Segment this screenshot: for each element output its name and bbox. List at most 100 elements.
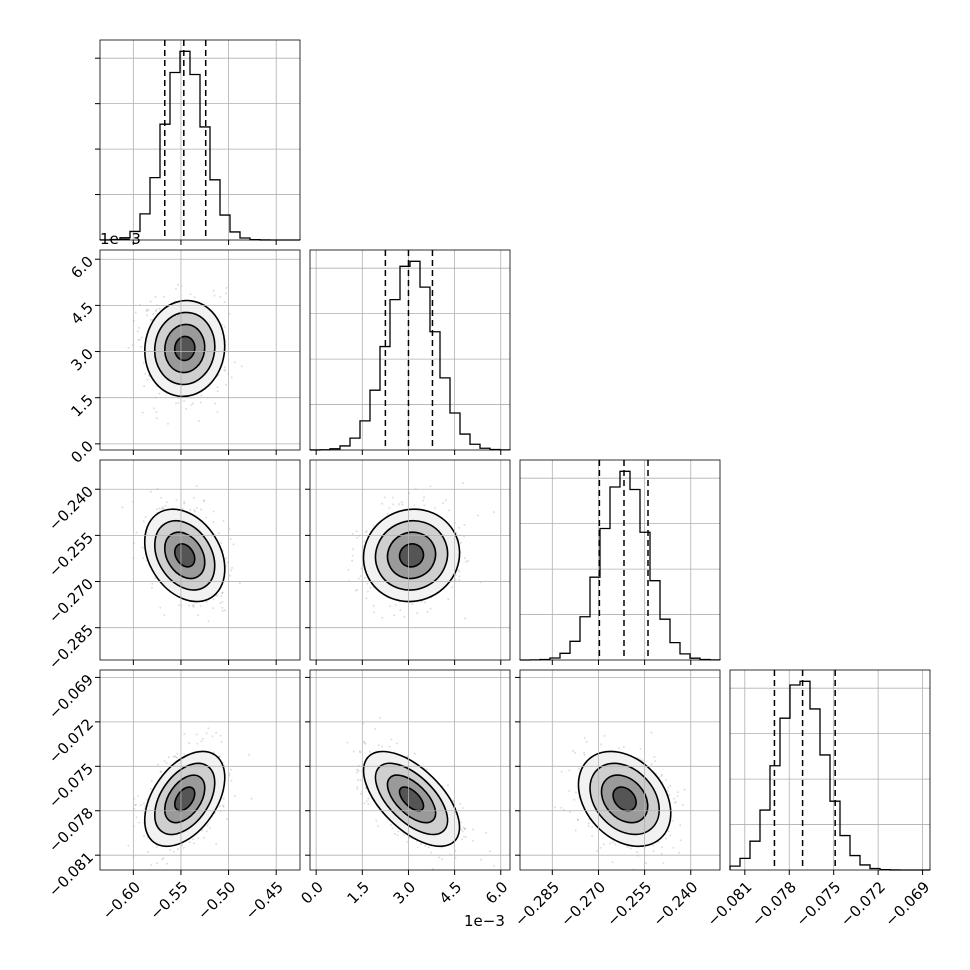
panel-grid-2 bbox=[520, 460, 720, 660]
scatter-point bbox=[472, 839, 474, 842]
panel-1-1 bbox=[309, 249, 511, 455]
scatter-point bbox=[587, 822, 590, 825]
scatter-point bbox=[368, 750, 371, 753]
scatter-point bbox=[205, 732, 208, 735]
scatter-point bbox=[423, 504, 426, 507]
scatter-point bbox=[660, 852, 663, 855]
scatter-point bbox=[406, 755, 409, 758]
scatter-point bbox=[673, 801, 676, 804]
scatter-point bbox=[661, 773, 664, 776]
scatter-point bbox=[360, 792, 362, 795]
scatter-point bbox=[666, 789, 669, 792]
scatter-point bbox=[356, 588, 359, 591]
scatter-point bbox=[356, 771, 359, 774]
panel-frame bbox=[99, 249, 301, 451]
scatter-point bbox=[359, 751, 362, 754]
scatter-point bbox=[460, 828, 463, 831]
scatter-point bbox=[425, 768, 428, 771]
panel-frame bbox=[99, 39, 301, 241]
panel-2-1 bbox=[305, 459, 511, 665]
scatter-point bbox=[669, 834, 672, 837]
scatter-point bbox=[183, 502, 186, 505]
scatter-point bbox=[591, 826, 594, 829]
panel-frame bbox=[519, 669, 721, 871]
scatter-point bbox=[199, 401, 202, 404]
scatter-point bbox=[141, 336, 143, 339]
scatter-point bbox=[397, 830, 400, 833]
x-tick-label-3-1: −0.078 bbox=[748, 878, 800, 930]
scatter-point bbox=[188, 742, 191, 745]
scatter-point bbox=[223, 368, 226, 371]
scatter-point bbox=[224, 557, 227, 560]
scatter-point bbox=[147, 374, 150, 377]
scatter-point bbox=[671, 819, 674, 822]
scatter-point bbox=[660, 846, 663, 849]
scatter-point bbox=[587, 825, 590, 828]
scatter-point bbox=[376, 825, 379, 828]
scatter-point bbox=[150, 586, 153, 589]
panel-body-2-0 bbox=[100, 460, 300, 660]
scatter-point bbox=[603, 734, 606, 737]
scatter-point bbox=[347, 568, 350, 571]
scatter-point bbox=[357, 778, 359, 781]
scatter-point bbox=[216, 594, 219, 597]
scatter-point bbox=[386, 513, 389, 515]
y-tick-label-1-3: 4.5 bbox=[67, 299, 97, 329]
scatter-point bbox=[362, 722, 365, 725]
scatter-point bbox=[218, 805, 221, 808]
scatter-point bbox=[676, 791, 679, 794]
scatter-point bbox=[220, 595, 223, 598]
scatter-point bbox=[160, 507, 163, 510]
scatter-point bbox=[134, 804, 137, 806]
scatter-point bbox=[176, 752, 179, 755]
scatter-point bbox=[454, 578, 457, 581]
scatter-point bbox=[139, 338, 142, 341]
scatter-point bbox=[602, 843, 605, 846]
scatter-point bbox=[230, 376, 233, 379]
scatter-point bbox=[465, 836, 467, 839]
scatter-point bbox=[175, 756, 178, 759]
scatter-point bbox=[462, 482, 465, 485]
scatter-point bbox=[183, 399, 185, 402]
scatter-point bbox=[127, 844, 130, 847]
scatter-point bbox=[492, 864, 495, 867]
scatter-point bbox=[464, 617, 466, 620]
y-tick-label-3-1: −0.078 bbox=[45, 804, 97, 856]
scatter-point bbox=[226, 561, 229, 564]
scatter-point bbox=[458, 575, 461, 578]
scatter-point bbox=[189, 293, 192, 296]
scatter-point bbox=[139, 345, 142, 348]
scatter-point bbox=[660, 775, 663, 778]
scatter-point bbox=[222, 797, 225, 800]
scatter-point bbox=[396, 834, 399, 837]
scatter-point bbox=[176, 848, 179, 851]
scatter-point bbox=[464, 827, 466, 830]
scatter-point bbox=[650, 731, 653, 734]
contour-2-0-3 bbox=[174, 543, 196, 568]
scatter-point bbox=[189, 508, 192, 511]
scatter-point bbox=[420, 600, 423, 603]
scatter-point bbox=[398, 503, 400, 506]
scatter-point bbox=[195, 507, 198, 510]
scatter-point bbox=[192, 603, 195, 606]
x-tick-label-2-2: −0.255 bbox=[603, 878, 655, 930]
scatter-point bbox=[176, 756, 179, 759]
scatter-point bbox=[614, 843, 617, 846]
scatter-point bbox=[675, 801, 677, 804]
scatter-point bbox=[576, 818, 579, 821]
scatter-point bbox=[225, 292, 227, 295]
scatter-point bbox=[190, 403, 193, 406]
scatter-point bbox=[167, 422, 169, 425]
panel-body-3-1 bbox=[310, 670, 510, 870]
scatter-point bbox=[427, 846, 430, 849]
scatter-point bbox=[431, 868, 434, 870]
scatter-point bbox=[395, 742, 398, 745]
scatter-point bbox=[364, 742, 367, 745]
scatter-point bbox=[197, 837, 200, 840]
scatter-point bbox=[463, 827, 466, 830]
scatter-point bbox=[177, 283, 180, 286]
x-tick-label-1-1: 1.5 bbox=[343, 878, 373, 908]
scatter-point bbox=[388, 745, 391, 748]
scatter-point bbox=[219, 734, 222, 737]
scatter-point bbox=[147, 851, 150, 854]
